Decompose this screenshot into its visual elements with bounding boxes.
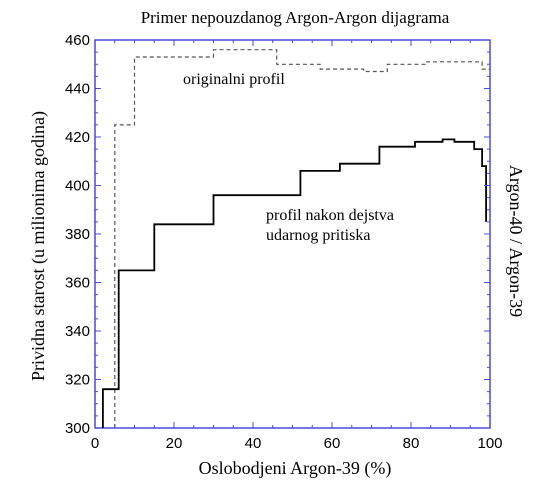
y-tick-label: 380 xyxy=(65,226,90,243)
y-tick-label: 440 xyxy=(65,81,90,98)
annotation-line: profil nakon dejstva xyxy=(266,207,394,224)
x-tick-label: 40 xyxy=(245,435,262,452)
x-tick-label: 0 xyxy=(91,435,99,452)
chart-title: Primer nepouzdanog Argon-Argon dijagrama xyxy=(140,8,450,27)
x-tick-label: 20 xyxy=(166,435,183,452)
annotation-original-profile: originalni profil xyxy=(183,70,285,90)
x-tick-label: 80 xyxy=(403,435,420,452)
y-tick-label: 460 xyxy=(65,32,90,49)
series-layer xyxy=(102,49,490,428)
annotation-line: originalni profil xyxy=(183,71,285,88)
y-tick-label: 300 xyxy=(65,420,90,437)
y-tick-label: 320 xyxy=(65,372,90,389)
x-axis-label: Oslobodjeni Argon-39 (%) xyxy=(198,458,392,478)
x-tick-label: 100 xyxy=(477,435,502,452)
series-line-shocked xyxy=(102,138,488,428)
y-axis-label: Prividna starost (u milionima godina) xyxy=(28,111,48,381)
x-axis-ticks: 0 20 40 60 80 100 xyxy=(91,40,503,452)
annotation-shock-profile: profil nakon dejstva udarnog pritiska xyxy=(266,206,394,246)
y-tick-label: 360 xyxy=(65,275,90,292)
y-tick-label: 420 xyxy=(65,129,90,146)
y-tick-label: 340 xyxy=(65,323,90,340)
series-line-original xyxy=(114,49,490,428)
x-tick-label: 60 xyxy=(324,435,341,452)
annotation-line: udarnog pritiska xyxy=(266,227,371,244)
y-axis-ticks: 300 320 340 360 380 400 420 440 460 xyxy=(65,32,490,437)
secondary-y-axis-label: Argon-40 / Argon-39 xyxy=(506,164,526,318)
y-tick-label: 400 xyxy=(65,178,90,195)
